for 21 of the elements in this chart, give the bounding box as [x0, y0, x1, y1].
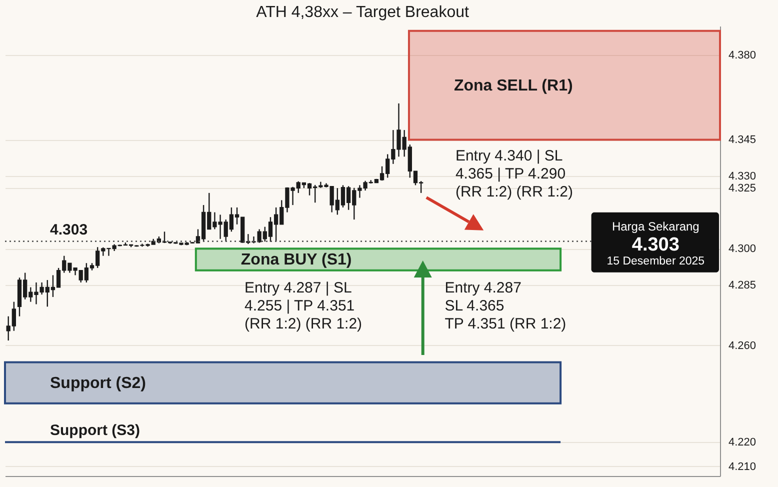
y-tick-label: 4.220 — [728, 436, 756, 449]
annotation: Entry 4.287 | SL 4.255 | TP 4.351 (RR 1:2) (RR 1:2) — [244, 279, 362, 332]
y-tick-label: 4.210 — [728, 460, 756, 473]
y-tick-label: 4.285 — [728, 279, 756, 292]
y-tick-label: 4.345 — [728, 134, 756, 146]
y-tick-label: 4.300 — [728, 243, 756, 256]
ref-line-label: 4.303 — [50, 221, 88, 238]
annotation: Entry 4.340 | SL 4.365 | TP 4.290 (RR 1:2) (RR 1:2) — [455, 148, 573, 201]
y-tick-label: 4.325 — [728, 182, 756, 195]
band-label: Zona BUY (S1) — [240, 251, 352, 268]
chart-title: ATH 4,38xx – Target Breakout — [256, 4, 470, 21]
y-tick-label: 4.330 — [728, 170, 756, 182]
annotation: 15 Desember 2025 — [606, 255, 705, 268]
annotation: 4.303 — [632, 234, 680, 256]
band-label: Zona SELL (R1) — [454, 77, 573, 94]
ref-line-label: Support (S3) — [50, 422, 140, 440]
y-tick-label: 4.380 — [728, 50, 756, 62]
y-tick-label: 4.260 — [728, 340, 756, 352]
annotation: Harga Sekarang — [612, 219, 700, 234]
annotation: Entry 4.287 SL 4.365 TP 4.351 (RR 1:2) — [444, 279, 566, 332]
band-label: Support (S2) — [50, 374, 146, 392]
